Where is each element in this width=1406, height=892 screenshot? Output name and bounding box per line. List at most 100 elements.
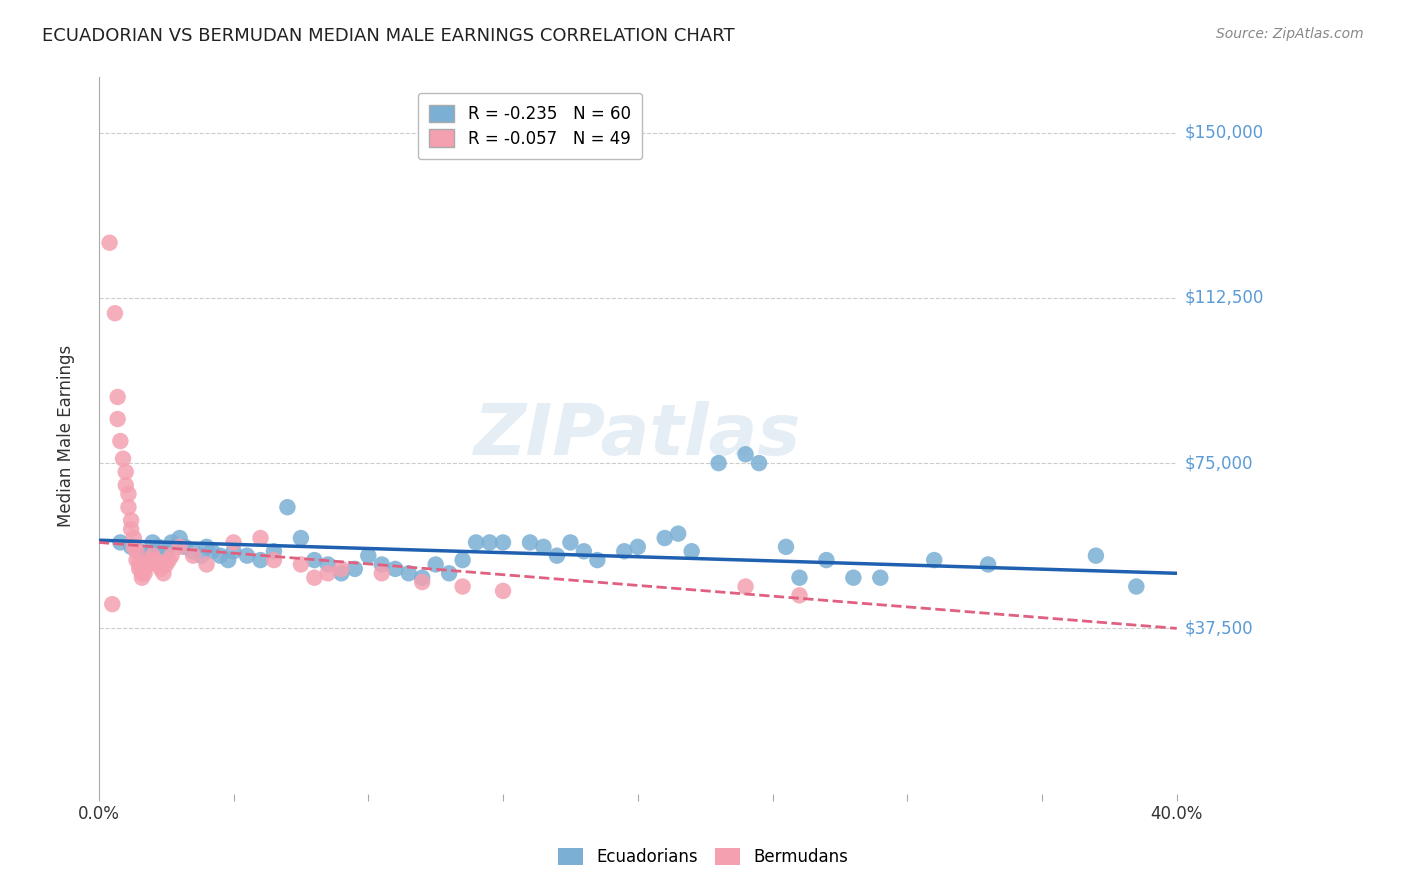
Point <box>195 558 218 572</box>
Point <box>1084 549 1107 563</box>
Point <box>128 558 150 572</box>
Point <box>666 526 689 541</box>
Point <box>222 535 245 549</box>
Point <box>120 540 142 554</box>
Point <box>117 500 139 515</box>
Point <box>122 531 145 545</box>
Point <box>169 531 191 545</box>
Point <box>304 553 326 567</box>
Point <box>465 535 488 549</box>
Point <box>142 549 165 563</box>
Point <box>195 540 218 554</box>
Point <box>114 478 136 492</box>
Point <box>316 558 339 572</box>
Point <box>134 566 156 581</box>
Point <box>478 535 501 549</box>
Point <box>125 553 148 567</box>
Point <box>249 553 271 567</box>
Point <box>107 412 129 426</box>
Point <box>263 544 285 558</box>
Point <box>425 558 447 572</box>
Point <box>209 549 232 563</box>
Point <box>775 540 797 554</box>
Point <box>330 566 353 581</box>
Text: Source: ZipAtlas.com: Source: ZipAtlas.com <box>1216 27 1364 41</box>
Point <box>748 456 770 470</box>
Point <box>290 531 312 545</box>
Point <box>734 580 756 594</box>
Text: $37,500: $37,500 <box>1185 619 1254 638</box>
Point <box>734 447 756 461</box>
Point <box>120 513 142 527</box>
Point <box>114 465 136 479</box>
Point <box>316 566 339 581</box>
Point <box>136 558 159 572</box>
Point <box>1125 580 1147 594</box>
Point <box>174 540 197 554</box>
Point <box>149 562 172 576</box>
Point <box>627 540 650 554</box>
Point <box>145 553 167 567</box>
Point <box>842 571 865 585</box>
Point <box>217 553 239 567</box>
Point <box>789 588 811 602</box>
Point <box>330 562 353 576</box>
Point <box>533 540 555 554</box>
Point <box>117 487 139 501</box>
Text: ZIPatlas: ZIPatlas <box>474 401 801 470</box>
Point <box>654 531 676 545</box>
Point <box>371 566 394 581</box>
Point <box>290 558 312 572</box>
Text: $150,000: $150,000 <box>1185 123 1264 142</box>
Text: $75,000: $75,000 <box>1185 454 1254 472</box>
Point <box>263 553 285 567</box>
Point <box>451 580 474 594</box>
Point <box>181 544 204 558</box>
Point <box>977 558 1000 572</box>
Point <box>146 558 169 572</box>
Point <box>155 558 177 572</box>
Point <box>451 553 474 567</box>
Point <box>190 549 212 563</box>
Point <box>586 553 609 567</box>
Point <box>437 566 460 581</box>
Legend: Ecuadorians, Bermudans: Ecuadorians, Bermudans <box>550 840 856 875</box>
Point <box>134 562 156 576</box>
Point <box>160 535 183 549</box>
Point <box>613 544 636 558</box>
Point <box>707 456 730 470</box>
Legend: R = -0.235   N = 60, R = -0.057   N = 49: R = -0.235 N = 60, R = -0.057 N = 49 <box>418 93 643 160</box>
Point <box>146 540 169 554</box>
Point <box>136 549 159 563</box>
Point <box>519 535 541 549</box>
Point <box>142 535 165 549</box>
Point <box>922 553 945 567</box>
Point <box>157 553 180 567</box>
Text: $112,500: $112,500 <box>1185 289 1264 307</box>
Point <box>160 549 183 563</box>
Point <box>869 571 891 585</box>
Point <box>398 566 420 581</box>
Point <box>122 540 145 554</box>
Point <box>546 549 568 563</box>
Point <box>572 544 595 558</box>
Point <box>131 571 153 585</box>
Point <box>492 535 515 549</box>
Y-axis label: Median Male Earnings: Median Male Earnings <box>58 344 75 526</box>
Point <box>357 549 380 563</box>
Point <box>411 571 433 585</box>
Point <box>155 544 177 558</box>
Point <box>560 535 582 549</box>
Point <box>131 566 153 581</box>
Point <box>112 451 135 466</box>
Point <box>101 597 124 611</box>
Point <box>128 562 150 576</box>
Point <box>276 500 298 515</box>
Point <box>110 535 132 549</box>
Point <box>371 558 394 572</box>
Point <box>249 531 271 545</box>
Point <box>104 306 127 320</box>
Point <box>107 390 129 404</box>
Point <box>125 544 148 558</box>
Point <box>304 571 326 585</box>
